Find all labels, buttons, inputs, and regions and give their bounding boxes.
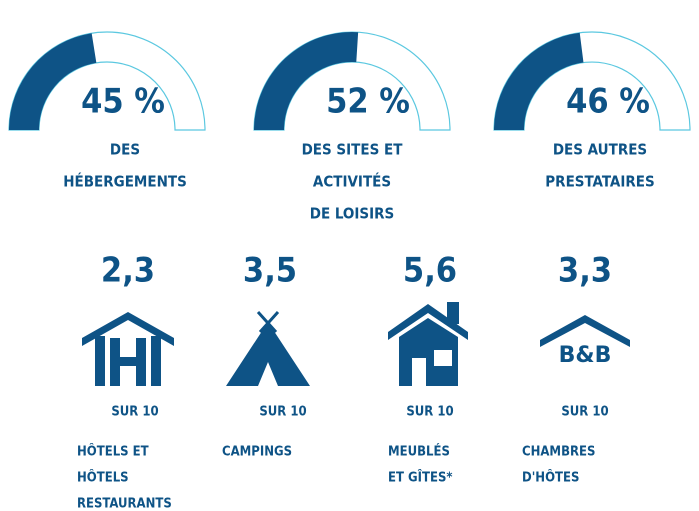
rating-label: RESTAURANTS xyxy=(77,497,172,511)
rating-label: HÔTELS xyxy=(77,470,129,486)
gauge-label: DES SITES ET xyxy=(302,141,404,159)
gauge-value: 52 % xyxy=(326,82,410,122)
tent-icon xyxy=(226,310,310,386)
gauge-fill xyxy=(9,33,97,130)
svg-text:B&B: B&B xyxy=(559,343,612,368)
rating-label: MEUBLÉS xyxy=(388,444,450,460)
gauge-label: ACTIVITÉS xyxy=(313,172,391,191)
gauge-label: PRESTATAIRES xyxy=(545,173,654,191)
icons: B&B xyxy=(82,302,630,386)
rating-score: 3,5 xyxy=(243,251,297,291)
rating-label: D'HÔTES xyxy=(522,470,579,486)
rating-label: CAMPINGS xyxy=(222,445,292,460)
rating-score: 5,6 xyxy=(403,251,457,291)
hotel-icon xyxy=(82,312,174,386)
rating-score: 2,3 xyxy=(101,251,155,291)
gauge-fill xyxy=(254,31,359,130)
rating-scale: SUR 10 xyxy=(561,405,608,420)
bnb-icon: B&B xyxy=(540,315,630,368)
rating-label: HÔTELS ET xyxy=(77,444,149,460)
rating-scale: SUR 10 xyxy=(111,405,158,420)
gauge-label: DES xyxy=(110,141,140,159)
gauge-label: DE LOISIRS xyxy=(310,205,395,223)
rating-score: 3,3 xyxy=(558,251,612,291)
gauge-value: 45 % xyxy=(81,82,165,122)
house-icon xyxy=(388,302,468,386)
rating-label: CHAMBRES xyxy=(522,445,595,460)
rating-scale: SUR 10 xyxy=(406,405,453,420)
gauge-fill xyxy=(494,32,584,130)
rating-scale: SUR 10 xyxy=(259,405,306,420)
gauge-label: DES AUTRES xyxy=(553,141,647,159)
rating-label: ET GÎTES* xyxy=(388,470,453,486)
gauge-value: 46 % xyxy=(566,82,650,122)
gauge-label: HÉBERGEMENTS xyxy=(63,172,187,191)
